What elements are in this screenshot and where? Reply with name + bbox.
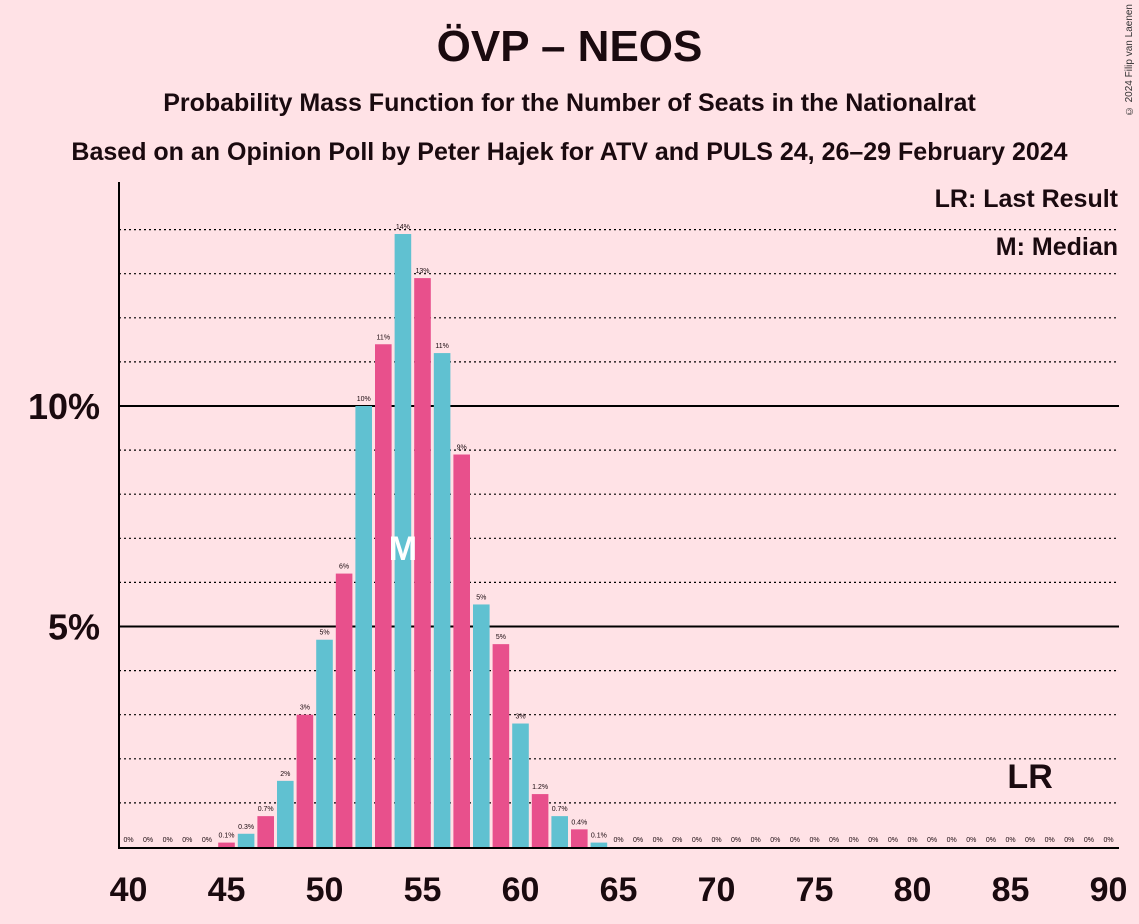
legend-median: M: Median bbox=[995, 233, 1118, 261]
bar-label-41: 0% bbox=[143, 837, 153, 844]
chart-source: Based on an Opinion Poll by Peter Hajek … bbox=[71, 138, 1068, 166]
bar-48 bbox=[277, 780, 294, 847]
bar-60 bbox=[512, 723, 529, 847]
bar-52 bbox=[355, 406, 372, 847]
bar-label-51: 6% bbox=[339, 564, 349, 571]
x-tick-label: 40 bbox=[110, 871, 148, 909]
bar-63 bbox=[571, 829, 588, 847]
bar-55 bbox=[414, 278, 431, 847]
bar-56 bbox=[433, 353, 451, 847]
x-tick-label: 80 bbox=[894, 871, 932, 909]
x-tick-label: 75 bbox=[796, 871, 834, 909]
bar-label-63: 0.4% bbox=[571, 819, 587, 826]
bar-label-44: 0% bbox=[202, 837, 212, 844]
bar-label-79: 0% bbox=[888, 837, 898, 844]
bar-label-40: 0% bbox=[123, 837, 133, 844]
chart-subtitle: Probability Mass Function for the Number… bbox=[163, 89, 976, 117]
bar-label-73: 0% bbox=[770, 837, 780, 844]
bar-54 bbox=[394, 234, 412, 847]
bar-label-77: 0% bbox=[849, 837, 859, 844]
bar-label-72: 0% bbox=[751, 837, 761, 844]
bar-59 bbox=[492, 644, 510, 847]
bar-label-67: 0% bbox=[653, 837, 663, 844]
bar-label-45: 0.1% bbox=[219, 833, 235, 840]
x-tick-label: 60 bbox=[502, 871, 540, 909]
bar-64 bbox=[590, 842, 608, 847]
bar-label-59: 5% bbox=[496, 634, 506, 641]
bar-label-88: 0% bbox=[1064, 837, 1074, 844]
bar-label-69: 0% bbox=[692, 837, 702, 844]
bar-label-50: 5% bbox=[319, 630, 329, 637]
bar-label-64: 0.1% bbox=[591, 833, 607, 840]
bar-label-60: 3% bbox=[515, 714, 525, 721]
last-result-marker: LR bbox=[1007, 758, 1052, 796]
bar-51 bbox=[335, 573, 353, 847]
bar-57 bbox=[453, 454, 470, 847]
bar-47 bbox=[257, 816, 274, 847]
bar-label-43: 0% bbox=[182, 837, 192, 844]
bar-46 bbox=[237, 833, 255, 847]
bar-label-56: 11% bbox=[435, 343, 449, 350]
bar-label-65: 0% bbox=[613, 837, 623, 844]
bar-label-86: 0% bbox=[1025, 837, 1035, 844]
bar-label-84: 0% bbox=[986, 837, 996, 844]
bar-45 bbox=[218, 842, 235, 847]
bar-label-83: 0% bbox=[966, 837, 976, 844]
bar-label-81: 0% bbox=[927, 837, 937, 844]
x-tick-label: 70 bbox=[698, 871, 736, 909]
bar-label-74: 0% bbox=[790, 837, 800, 844]
bar-label-46: 0.3% bbox=[238, 824, 254, 831]
bar-label-80: 0% bbox=[907, 837, 917, 844]
bar-label-70: 0% bbox=[711, 837, 721, 844]
bar-label-47: 0.7% bbox=[258, 806, 274, 813]
bar-label-66: 0% bbox=[633, 837, 643, 844]
bar-label-48: 2% bbox=[280, 771, 290, 778]
bar-label-62: 0.7% bbox=[552, 806, 568, 813]
bar-label-82: 0% bbox=[947, 837, 957, 844]
bar-label-54: 14% bbox=[396, 224, 410, 231]
bar-62 bbox=[551, 816, 568, 847]
bar-label-52: 10% bbox=[357, 396, 371, 403]
bar-58 bbox=[473, 604, 490, 847]
bar-49 bbox=[296, 714, 314, 847]
chart-title: ÖVP – NEOS bbox=[436, 22, 703, 71]
bar-label-57: 9% bbox=[457, 445, 467, 452]
bar-label-89: 0% bbox=[1084, 837, 1094, 844]
legend-last-result: LR: Last Result bbox=[934, 185, 1118, 213]
bar-label-58: 5% bbox=[476, 594, 486, 601]
x-tick-label: 65 bbox=[600, 871, 638, 909]
bar-label-75: 0% bbox=[809, 837, 819, 844]
bar-label-90: 0% bbox=[1103, 837, 1113, 844]
bar-label-76: 0% bbox=[829, 837, 839, 844]
bar-61 bbox=[531, 794, 549, 847]
bar-label-78: 0% bbox=[868, 837, 878, 844]
y-tick-label: 5% bbox=[48, 607, 100, 648]
y-tick-label: 10% bbox=[28, 386, 100, 427]
x-tick-label: 90 bbox=[1090, 871, 1128, 909]
bar-label-85: 0% bbox=[1005, 837, 1015, 844]
x-tick-label: 45 bbox=[208, 871, 246, 909]
bar-label-42: 0% bbox=[163, 837, 173, 844]
bar-53 bbox=[375, 344, 392, 847]
bar-label-49: 3% bbox=[300, 705, 310, 712]
x-tick-label: 85 bbox=[992, 871, 1030, 909]
bar-label-87: 0% bbox=[1045, 837, 1055, 844]
bar-label-53: 11% bbox=[377, 334, 391, 341]
median-marker: M bbox=[389, 530, 417, 568]
bar-label-61: 1.2% bbox=[532, 784, 548, 791]
x-tick-label: 50 bbox=[306, 871, 344, 909]
bar-label-68: 0% bbox=[672, 837, 682, 844]
bar-50 bbox=[316, 639, 333, 847]
x-tick-label: 55 bbox=[404, 871, 442, 909]
bar-label-71: 0% bbox=[731, 837, 741, 844]
bar-label-55: 13% bbox=[415, 268, 429, 275]
